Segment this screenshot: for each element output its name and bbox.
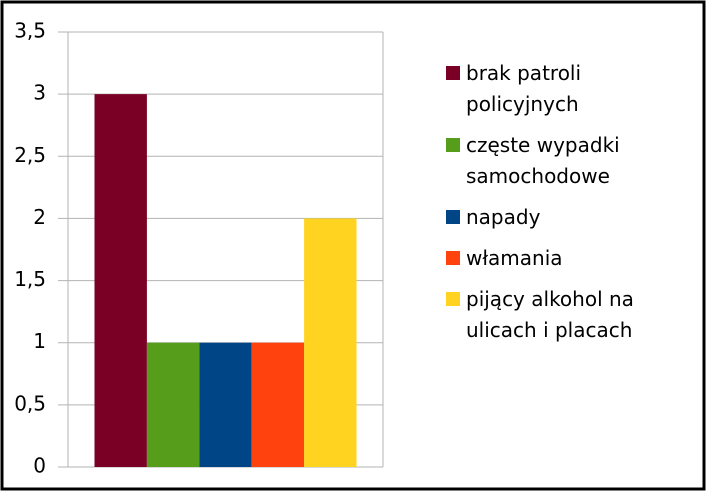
legend-entry: częste wypadki samochodowe — [446, 130, 676, 192]
bar — [146, 342, 200, 467]
bar — [304, 218, 357, 467]
legend-label: częste wypadki samochodowe — [466, 133, 620, 188]
legend-entry: włamania — [446, 243, 676, 274]
y-tick-label: 1,5 — [14, 267, 46, 291]
legend-label: włamania — [466, 246, 563, 270]
y-tick-label: 1 — [33, 329, 46, 353]
y-tick-label: 0 — [33, 454, 46, 478]
legend-label: napady — [466, 205, 541, 229]
bar — [251, 342, 305, 467]
legend-label: pijący alkohol na ulicach i placach — [466, 287, 634, 342]
y-tick-label: 3 — [33, 81, 46, 105]
legend-entry: pijący alkohol na ulicach i placach — [446, 284, 676, 346]
y-tick-label: 2 — [33, 205, 46, 229]
legend-label: brak patroli policyjnych — [466, 61, 582, 116]
legend: brak patroli policyjnych częste wypadki s… — [446, 58, 676, 356]
legend-swatch — [446, 138, 460, 152]
y-tick-label: 3,5 — [14, 19, 46, 43]
legend-swatch — [446, 210, 460, 224]
bar — [199, 342, 252, 467]
y-tick-label: 2,5 — [14, 143, 46, 167]
y-tick-label: 0,5 — [14, 391, 46, 415]
legend-entry: brak patroli policyjnych — [446, 58, 676, 120]
legend-swatch — [446, 251, 460, 265]
legend-swatch — [446, 292, 460, 306]
legend-swatch — [446, 66, 460, 80]
legend-entry: napady — [446, 202, 676, 233]
bar — [94, 94, 147, 468]
